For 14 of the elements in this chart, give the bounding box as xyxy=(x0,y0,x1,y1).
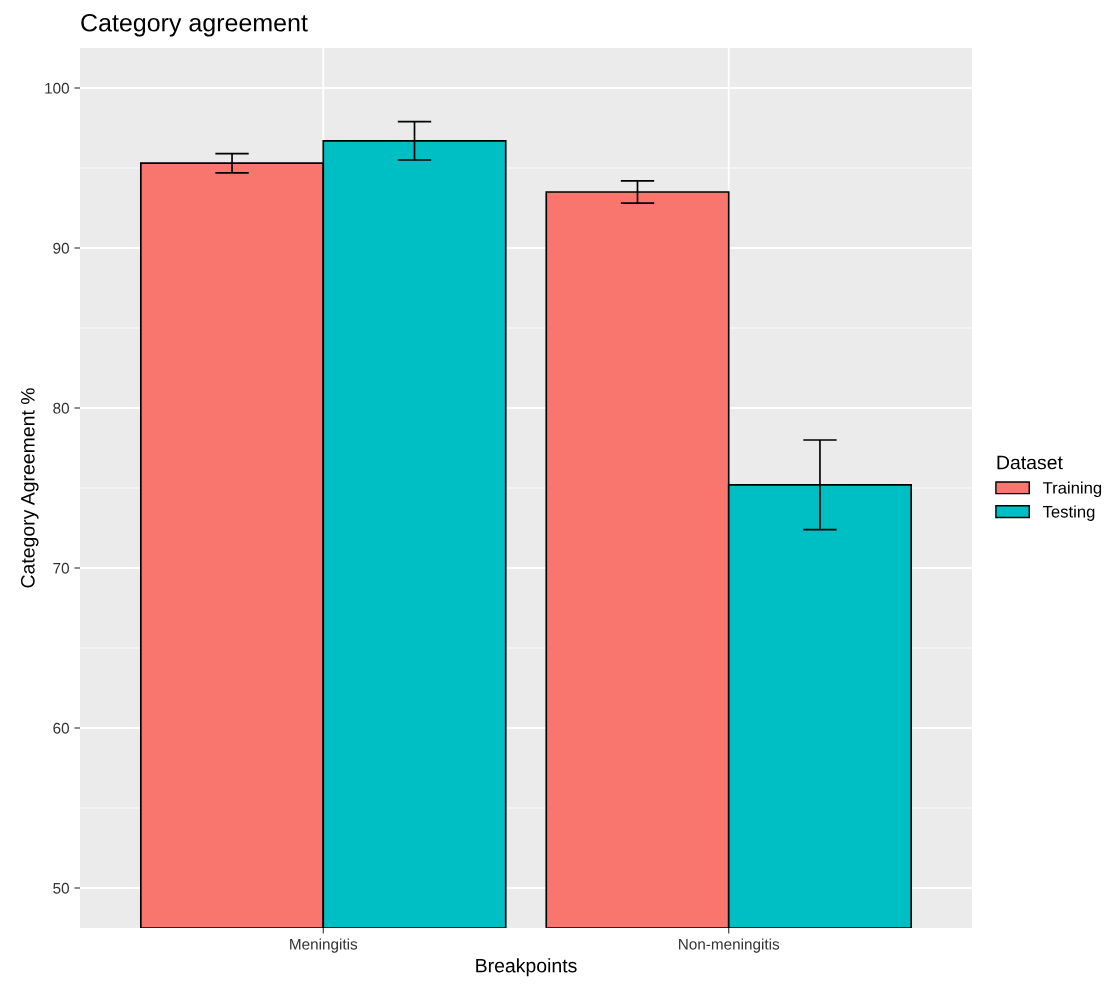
chart-title: Category agreement xyxy=(81,13,308,37)
legend-label: Training xyxy=(1042,481,1102,498)
y-axis-title: Category Agreement % xyxy=(20,388,39,588)
y-tick-label: 50 xyxy=(53,882,69,894)
legend-title: Dataset xyxy=(997,455,1063,470)
x-tick-label: Meningitis xyxy=(290,938,358,953)
x-axis-title: Breakpoints xyxy=(476,958,577,977)
y-tick-label: 100 xyxy=(45,82,69,94)
y-tick-label: 80 xyxy=(53,402,69,414)
x-tick-label: Non-meningitis xyxy=(679,938,780,953)
y-tick-label: 90 xyxy=(53,242,69,254)
y-tick-label: 70 xyxy=(53,562,69,574)
y-tick-label: 60 xyxy=(53,722,69,734)
legend-label: Testing xyxy=(1042,505,1095,521)
